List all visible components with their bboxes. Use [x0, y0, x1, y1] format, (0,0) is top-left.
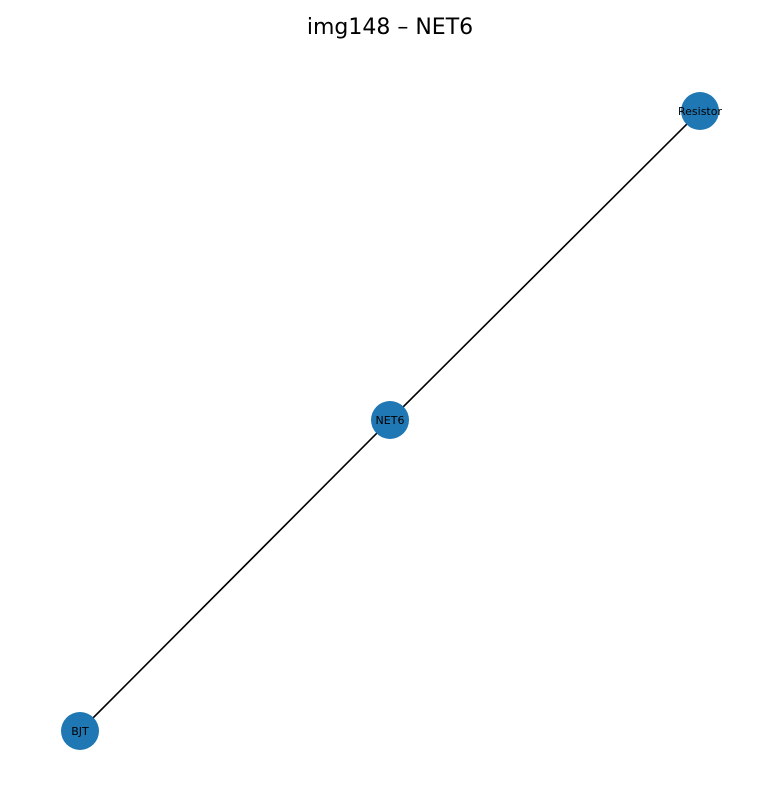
node-resistor-label: Resistor — [678, 105, 722, 118]
node-resistor-circle — [681, 92, 719, 130]
node-resistor: Resistor — [678, 92, 722, 130]
node-bjt-label: BJT — [71, 725, 89, 738]
edges-layer — [79, 110, 701, 732]
node-bjt: BJT — [61, 712, 99, 750]
node-net6-label: NET6 — [376, 414, 405, 427]
edge-net6-bjt — [79, 419, 391, 732]
figure-title: img148 – NET6 — [307, 15, 473, 40]
edge-net6-resistor — [389, 110, 701, 421]
node-net6-circle — [371, 401, 409, 439]
nodes-layer: Resistor NET6 BJT — [61, 92, 722, 750]
node-net6: NET6 — [371, 401, 409, 439]
node-bjt-circle — [61, 712, 99, 750]
